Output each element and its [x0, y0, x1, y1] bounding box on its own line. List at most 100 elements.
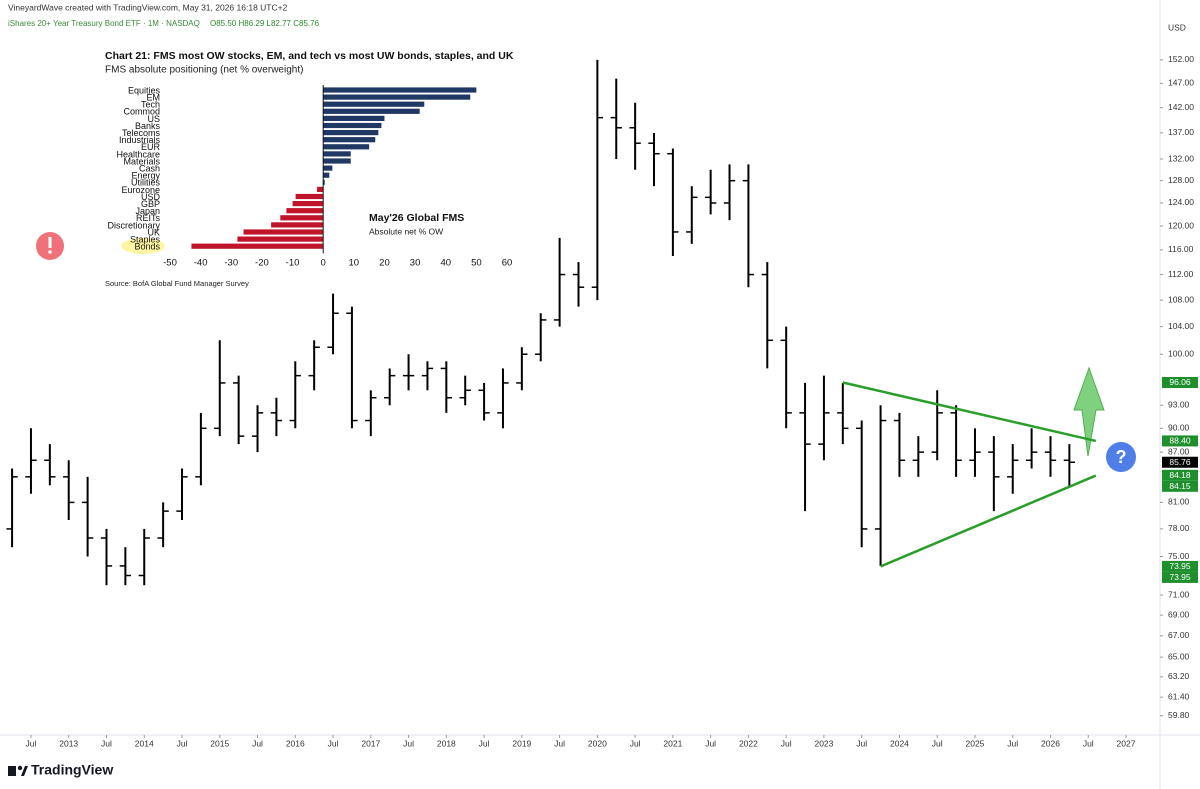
bar [317, 186, 324, 192]
exclamation-dot [48, 250, 52, 254]
price-tag-label: 73.95 [1169, 572, 1191, 582]
ohlc-close: C85.76 [293, 19, 319, 28]
category-label: Commod [123, 107, 160, 117]
x-tick-label: 2027 [1117, 738, 1136, 748]
x-tick-label: 0 [321, 258, 326, 269]
bar [323, 94, 471, 100]
x-tick-label: Jul [328, 738, 339, 748]
x-tick-label: -50 [163, 258, 177, 269]
bar [323, 179, 325, 185]
bar [323, 165, 333, 171]
ohlc-open: O85.50 [210, 19, 237, 28]
price-tag [1162, 376, 1198, 388]
bar [323, 137, 376, 143]
x-tick-label: Jul [554, 738, 565, 748]
x-tick-label: Jul [1007, 738, 1018, 748]
symbol: iShares 20+ Year Treasury Bond ETF · 1M … [8, 19, 200, 28]
category-label: US [147, 114, 160, 124]
category-label: Eurozone [121, 185, 160, 195]
price-tag [1162, 560, 1198, 572]
logo-mark [8, 766, 16, 776]
logo-text: TradingView [31, 762, 113, 778]
ohlc-high: H86.29 [238, 19, 264, 28]
category-label: USD [141, 192, 161, 202]
trendline [880, 474, 1097, 568]
logo-mark [17, 765, 23, 771]
price-tag-label: 84.15 [1169, 481, 1191, 491]
inset-annotation: May'26 Global FMS [369, 212, 464, 224]
y-tick-label: 100.00 [1168, 348, 1194, 358]
y-tick-label: 65.00 [1168, 651, 1190, 661]
category-label: Bonds [134, 242, 160, 252]
bar [323, 87, 477, 93]
price-tag-label: 85.76 [1169, 457, 1191, 467]
x-tick-label: Jul [781, 738, 792, 748]
x-tick-label: Jul [630, 738, 641, 748]
category-label: Staples [130, 234, 161, 244]
category-label: Cash [139, 163, 160, 173]
x-tick-label: 2023 [814, 738, 833, 748]
highlight [121, 238, 165, 254]
bar [286, 208, 324, 214]
y-tick-label: 63.20 [1168, 671, 1190, 681]
category-label: REITs [136, 213, 161, 223]
x-tick-label: Jul [177, 738, 188, 748]
x-tick-label: -30 [224, 258, 238, 269]
bar [323, 151, 351, 157]
x-tick-label: 2013 [59, 738, 78, 748]
up-arrow [1073, 366, 1105, 457]
exclamation-bar [48, 237, 52, 248]
category-label: Telecoms [122, 128, 161, 138]
question-icon [1106, 442, 1136, 472]
y-tick-label: 152.00 [1168, 54, 1194, 64]
inset-source: Source: BofA Global Fund Manager Survey [105, 279, 249, 288]
x-tick-label: 2017 [361, 738, 380, 748]
category-label: Energy [131, 171, 160, 181]
y-tick-label: 78.00 [1168, 523, 1190, 533]
x-tick-label: 2014 [135, 738, 154, 748]
trendline [842, 381, 1097, 443]
x-tick-label: 2018 [437, 738, 456, 748]
price-tag [1162, 571, 1198, 583]
x-tick-label: 10 [349, 258, 360, 269]
bar [292, 201, 324, 207]
y-tick-label: 104.00 [1168, 321, 1194, 331]
y-unit: USD [1168, 22, 1186, 32]
logo: TradingView [8, 762, 113, 778]
y-tick-label: 69.00 [1168, 609, 1190, 619]
category-label: EM [147, 92, 161, 102]
category-label: Materials [123, 156, 160, 166]
y-tick-label: 108.00 [1168, 294, 1194, 304]
x-tick-label: Jul [1083, 738, 1094, 748]
x-tick-label: 40 [440, 258, 451, 269]
logo-mark [21, 766, 28, 776]
y-tick-label: 81.00 [1168, 497, 1190, 507]
y-tick-label: 61.40 [1168, 691, 1190, 701]
category-label: Discretionary [107, 220, 160, 230]
price-tag-label: 84.18 [1169, 470, 1191, 480]
x-tick-label: 2015 [210, 738, 229, 748]
x-tick-label: 2026 [1041, 738, 1060, 748]
x-tick-label: Jul [26, 738, 37, 748]
credit: VineyardWave created with TradingView.co… [8, 2, 288, 12]
x-tick-label: 2021 [663, 738, 682, 748]
question-mark: ? [1116, 447, 1127, 467]
price-tag [1162, 469, 1198, 481]
bar [323, 108, 420, 114]
bar [323, 122, 382, 129]
x-tick-label: Jul [856, 738, 867, 748]
x-tick-label: -40 [194, 258, 208, 269]
category-label: Banks [135, 121, 161, 131]
category-label: GBP [141, 199, 160, 209]
x-tick-label: -10 [286, 258, 300, 269]
bar [323, 115, 385, 121]
bar [191, 243, 324, 249]
x-tick-label: Jul [403, 738, 414, 748]
y-tick-label: 120.00 [1168, 220, 1194, 230]
category-label: Japan [135, 206, 160, 216]
x-tick-label: 2024 [890, 738, 909, 748]
x-tick-label: Jul [932, 738, 943, 748]
y-tick-label: 128.00 [1168, 175, 1194, 185]
x-tick-label: 50 [471, 258, 482, 269]
y-tick-label: 75.00 [1168, 551, 1190, 561]
